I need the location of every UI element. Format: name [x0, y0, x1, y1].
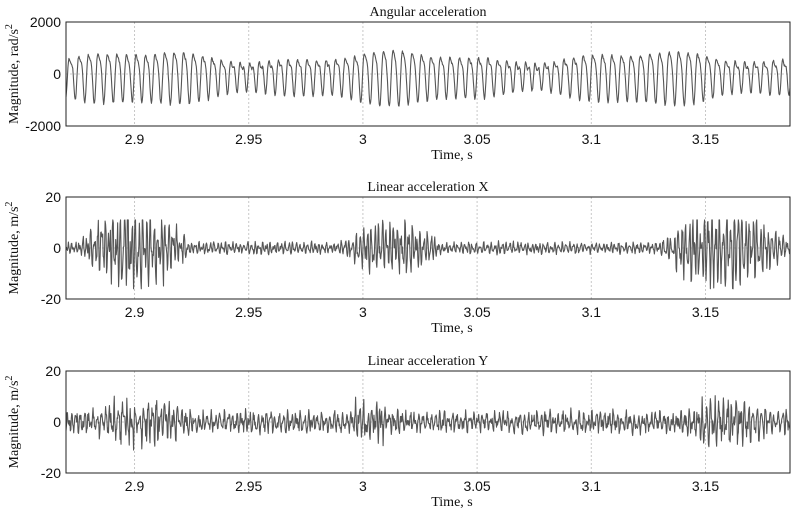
chart-panel-2: Linear acceleration X 2.9 2.95 3 3.05 3.1 3.15…: [4, 180, 791, 336]
chart-title: Linear acceleration Y: [368, 354, 489, 369]
x-tick-label: 3.05: [463, 131, 490, 147]
x-axis-label: Time, s: [431, 495, 473, 510]
x-tick-label: 2.9: [125, 131, 145, 147]
y-tick-label: 2000: [30, 14, 61, 30]
x-tick-label: 3.1: [582, 478, 602, 494]
x-tick-label: 3.05: [463, 478, 490, 494]
chart-panel-1: Angular acceleration 2.9 2.95 3 3.05 3.1 3.15 -…: [4, 5, 791, 163]
x-tick-label: 3: [359, 478, 367, 494]
chart-title: Linear acceleration X: [367, 180, 488, 195]
x-tick-label: 3.05: [463, 304, 490, 320]
x-tick-label: 3.15: [692, 131, 719, 147]
x-tick-label: 2.95: [235, 304, 262, 320]
x-tick-label: 3.1: [582, 131, 602, 147]
signal-line: [65, 395, 791, 451]
x-tick-label: 2.95: [235, 478, 262, 494]
chart-title: Angular acceleration: [370, 5, 487, 20]
x-tick-label: 2.9: [125, 478, 145, 494]
x-tick-label: 3.15: [692, 304, 719, 320]
y-axis-label: Magnitude, m/s2: [4, 202, 22, 295]
x-tick-label: 2.9: [125, 304, 145, 320]
x-axis-label: Time, s: [431, 321, 473, 336]
y-tick-label: 0: [53, 66, 61, 82]
y-tick-label: 0: [53, 414, 61, 430]
plot-frame: [65, 196, 791, 300]
chart-panel-3: Linear acceleration Y 2.9 2.95 3 3.05 3.1 3.15…: [4, 354, 791, 510]
y-axis-label: Magnitude, rad/s2: [4, 24, 22, 124]
x-axis-label: Time, s: [431, 148, 473, 163]
y-tick-label: -20: [41, 465, 61, 481]
x-tick-label: 2.95: [235, 131, 262, 147]
y-axis-label: Magnitude, m/s2: [4, 376, 22, 469]
x-tick-label: 3: [359, 131, 367, 147]
y-tick-label: -2000: [25, 118, 61, 134]
x-tick-label: 3.15: [692, 478, 719, 494]
x-tick-label: 3.1: [582, 304, 602, 320]
signal-line: [65, 219, 791, 290]
x-tick-label: 3: [359, 304, 367, 320]
signal-line: [65, 49, 791, 107]
plot-frame: [65, 370, 791, 474]
y-tick-label: 0: [53, 240, 61, 256]
y-tick-label: -20: [41, 291, 61, 307]
y-tick-label: 20: [45, 363, 61, 379]
y-tick-label: 20: [45, 189, 61, 205]
plot-frame: [65, 21, 791, 127]
